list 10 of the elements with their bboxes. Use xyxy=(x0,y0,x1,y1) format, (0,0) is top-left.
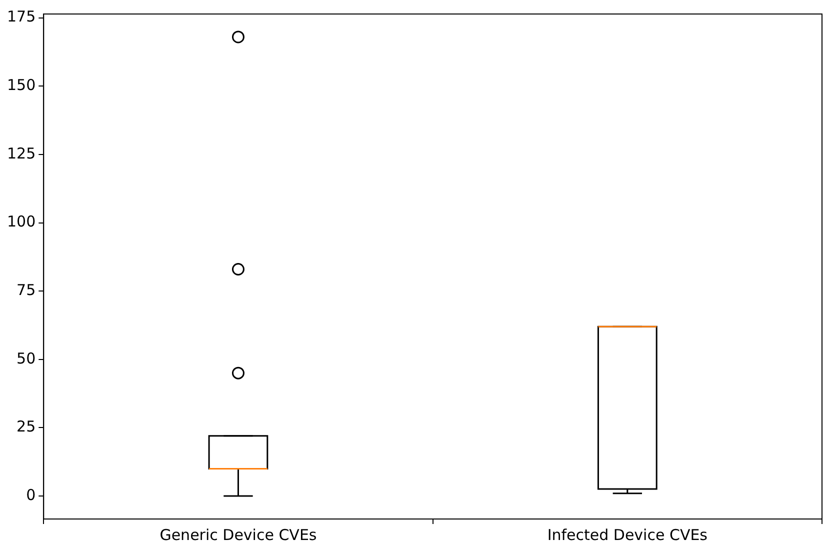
y-tick-label: 50 xyxy=(16,349,36,368)
y-tick-label: 75 xyxy=(16,280,36,299)
y-tick-label: 0 xyxy=(26,486,36,504)
x-tick-label: Generic Device CVEs xyxy=(160,526,317,544)
y-tick-label: 25 xyxy=(16,418,36,436)
x-tick-label: Infected Device CVEs xyxy=(547,526,708,544)
y-tick-label: 150 xyxy=(6,76,36,94)
y-tick-label: 175 xyxy=(6,8,36,26)
y-tick-label: 125 xyxy=(6,144,36,162)
y-tick-label: 100 xyxy=(6,212,36,231)
